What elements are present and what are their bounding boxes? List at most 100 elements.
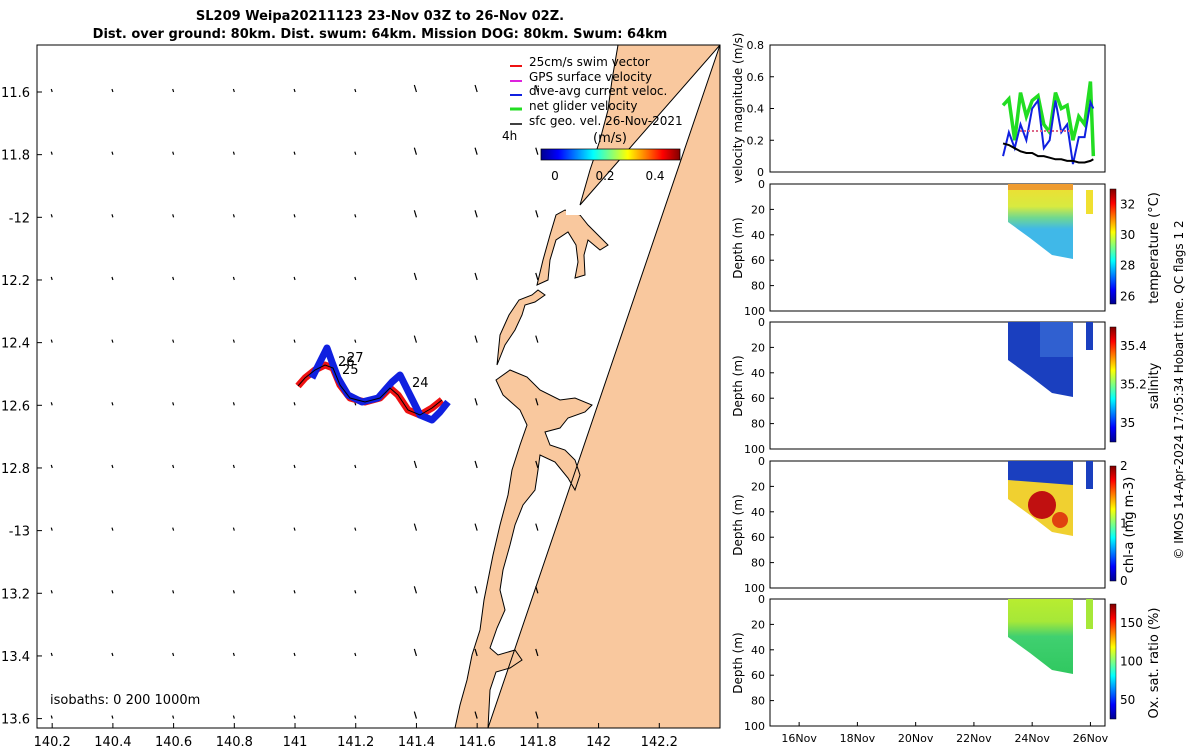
colorbar-tick-2: 0.4 — [645, 169, 664, 183]
current-vector — [535, 460, 539, 469]
colorbar-tick-label: 150 — [1120, 616, 1143, 630]
map-x-tick-label: 140.4 — [94, 735, 131, 750]
current-vector — [111, 527, 114, 531]
current-vector — [50, 590, 53, 594]
profile-axis-ticks: 020406080100262830320204060801003535.235… — [744, 178, 1147, 745]
temperature-clabel: temperature (°C) — [1147, 192, 1162, 304]
current-vector — [413, 210, 418, 218]
colorbar-tick-label: 2 — [1120, 459, 1128, 473]
current-vector — [293, 527, 296, 531]
current-vector — [474, 272, 478, 281]
current-vector — [293, 652, 296, 657]
oxygen-ylabel: Depth (m) — [731, 632, 745, 693]
chla-ylabel: Depth (m) — [731, 494, 745, 555]
map-y-tick-label: -13 — [9, 525, 30, 540]
current-vector — [172, 276, 175, 281]
velocity-panel: 0 0.2 0.4 0.6 0.8 velocity magnitude (m/s) — [731, 33, 1106, 183]
chla-panel: Depth (m) chl-a (mg m-3) — [731, 460, 1137, 589]
map-colorbar — [540, 148, 681, 161]
map-x-tick-label: 140.6 — [155, 735, 192, 750]
colorbar-tick-label: 50 — [1120, 693, 1135, 707]
map-y-tick-label: 13.4 — [1, 650, 30, 665]
current-vector — [535, 335, 539, 343]
current-vector — [50, 527, 53, 531]
map-x-tick-label: 141.4 — [398, 735, 435, 750]
current-vector — [474, 147, 478, 155]
track-centerline — [297, 364, 443, 416]
colorbar-tick-label: 0 — [1120, 574, 1128, 588]
current-vector — [354, 276, 357, 281]
map-y-tick-label: 12.8 — [1, 462, 30, 477]
current-vector — [172, 151, 175, 155]
current-vector — [474, 210, 478, 218]
velocity-series-line — [1001, 81, 1096, 157]
colorbar-tick-label: 35.2 — [1120, 378, 1147, 392]
coastline-land — [454, 45, 720, 728]
colorbar-label: (m/s) — [593, 131, 627, 146]
track-current-vectors — [308, 344, 451, 424]
current-vector — [50, 464, 53, 469]
map-x-tick-label: 141.6 — [459, 735, 496, 750]
current-vector — [354, 151, 357, 155]
current-vector — [413, 711, 418, 719]
current-vector — [232, 527, 235, 531]
current-vector — [413, 147, 418, 155]
oxygen-clabel: Ox. sat. ratio (%) — [1147, 608, 1162, 719]
temperature-colorbar — [1109, 188, 1117, 305]
isobath-note: isobaths: 0 200 1000m — [50, 693, 200, 708]
current-vector — [535, 711, 539, 719]
current-vector — [172, 464, 175, 469]
time-tick-label: 26Nov — [1073, 732, 1109, 745]
map-x-tick-label: 142 — [586, 735, 611, 750]
oxygen-panel: Depth (m) Ox. sat. ratio (%) — [731, 598, 1162, 727]
chart-title-line-2: Dist. over ground: 80km. Dist. swum: 64k… — [92, 27, 668, 42]
current-vector — [474, 711, 478, 719]
temperature-section — [1008, 184, 1073, 259]
salinity-clabel: salinity — [1147, 362, 1162, 409]
current-vector — [354, 527, 357, 531]
velocity-axis-ticks: 0 0.2 0.4 0.6 0.8 — [747, 39, 774, 179]
map-legend: 25cm/s swim vector GPS surface velocity … — [502, 55, 683, 183]
current-vector — [50, 402, 53, 406]
time-tick-label: 22Nov — [956, 732, 992, 745]
current-vector — [111, 715, 114, 719]
salinity-panel: Depth (m) salinity — [731, 321, 1162, 450]
current-vector — [413, 460, 418, 469]
depth-tick-label: 80 — [751, 418, 765, 431]
depth-tick-label: 80 — [751, 557, 765, 570]
colorbar-tick-label: 35 — [1120, 416, 1135, 430]
current-vector — [111, 339, 114, 343]
current-vector — [50, 652, 53, 657]
current-vector — [413, 586, 418, 594]
current-vector — [413, 335, 418, 343]
map-y-tick-label: 11.8 — [1, 149, 30, 164]
velocity-series-line — [1002, 97, 1095, 165]
current-vector — [50, 151, 53, 155]
current-vector — [293, 590, 296, 594]
current-vector — [354, 652, 357, 657]
legend-gps-velocity: GPS surface velocity — [529, 70, 652, 84]
current-vector — [232, 88, 235, 93]
colorbar-tick-label: 28 — [1120, 259, 1135, 273]
map-y-tick-label: 11.6 — [1, 86, 30, 101]
temperature-panel: Depth (m) temperature (°C) — [731, 183, 1162, 312]
current-vector — [535, 147, 539, 155]
current-vector — [535, 586, 539, 594]
current-vector — [172, 88, 175, 93]
depth-tick-label: 60 — [751, 392, 765, 405]
current-vector — [111, 652, 114, 657]
time-tick-label: 24Nov — [1014, 732, 1050, 745]
velocity-y-tick-label: 0.2 — [747, 134, 765, 147]
chla-late-profile — [1086, 461, 1093, 489]
depth-tick-label: 20 — [751, 341, 765, 354]
current-vector — [111, 88, 114, 93]
current-vector — [232, 590, 235, 594]
map-frame — [36, 44, 721, 729]
current-vector — [413, 523, 418, 531]
depth-tick-label: 20 — [751, 480, 765, 493]
velocity-y-tick-label: 0.6 — [747, 71, 765, 84]
depth-tick-label: 40 — [751, 229, 765, 242]
current-vector — [111, 464, 114, 469]
